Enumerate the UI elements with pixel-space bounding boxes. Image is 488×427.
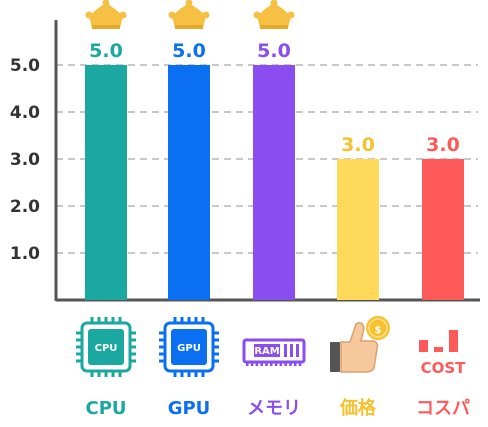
cpu-chip-icon: CPU	[76, 317, 136, 377]
category-labels: CPU GPU メモリ 価格 コスパ	[85, 397, 470, 419]
category-label: CPU	[85, 398, 126, 419]
thumbs-up-coin-icon: $	[330, 316, 390, 373]
gpu-chip-icon: GPU	[159, 317, 219, 377]
crown-icon	[168, 0, 210, 29]
coin-symbol: $	[375, 325, 382, 336]
bar-1	[85, 65, 127, 300]
cost-label: COST	[421, 359, 467, 377]
value-label: 3.0	[341, 134, 375, 156]
crowns	[85, 0, 295, 29]
value-label: 5.0	[89, 40, 123, 62]
value-labels: 5.0 5.0 5.0 3.0 3.0	[89, 40, 460, 156]
bar-5	[422, 159, 464, 300]
crown-icon	[253, 0, 295, 29]
value-label: 3.0	[426, 134, 460, 156]
y-tick-label: 4.0	[10, 103, 40, 123]
y-tick-label: 3.0	[10, 150, 40, 170]
category-label: コスパ	[416, 398, 470, 419]
chip-label: GPU	[177, 343, 201, 354]
category-icons: CPU GPU RAM $ COST	[76, 316, 466, 377]
value-label: 5.0	[172, 40, 206, 62]
y-tick-label: 2.0	[10, 197, 40, 217]
y-tick-label: 5.0	[10, 56, 40, 76]
chip-label: CPU	[95, 343, 118, 354]
category-label: メモリ	[247, 398, 301, 419]
bar-2	[168, 65, 210, 300]
ram-label: RAM	[254, 346, 279, 357]
ram-module-icon: RAM	[242, 338, 306, 366]
category-label: GPU	[168, 398, 211, 419]
cost-performance-icon: COST	[419, 330, 466, 377]
bars	[85, 65, 464, 300]
y-tick-label: 1.0	[10, 244, 40, 264]
value-label: 5.0	[257, 40, 291, 62]
category-label: 価格	[339, 397, 377, 419]
y-tick-labels: 1.0 2.0 3.0 4.0 5.0	[10, 56, 40, 264]
crown-icon	[85, 0, 127, 29]
bar-4	[337, 159, 379, 300]
bar-3	[253, 65, 295, 300]
